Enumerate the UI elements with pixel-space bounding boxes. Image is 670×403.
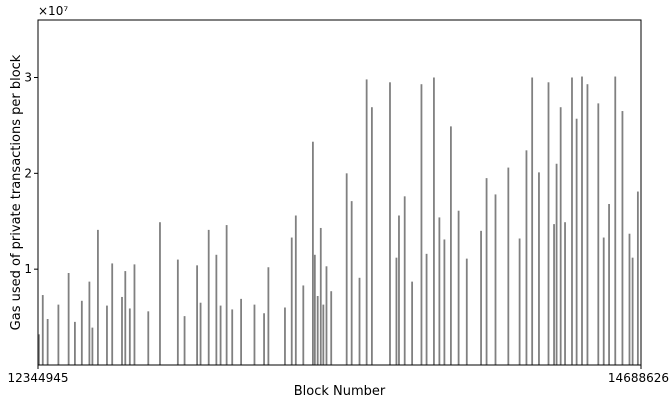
bar	[628, 233, 631, 365]
bar	[325, 266, 328, 365]
bar	[46, 319, 49, 365]
bar	[420, 84, 423, 365]
bar	[636, 191, 639, 365]
bar	[38, 334, 40, 365]
bar	[365, 79, 368, 366]
bar	[465, 258, 468, 365]
y-tick-label: 3	[24, 71, 32, 85]
y-axis-offset-label: ×10⁷	[38, 4, 68, 18]
bar	[319, 227, 322, 365]
bar	[553, 224, 555, 365]
bar	[531, 77, 534, 365]
bar	[547, 82, 550, 366]
y-axis-ticks: 1 2 3	[24, 71, 38, 276]
bar	[74, 321, 76, 365]
x-axis-label: Block Number	[294, 384, 386, 399]
bar	[196, 265, 198, 365]
bar	[183, 316, 186, 365]
bar	[411, 281, 414, 365]
bar	[438, 217, 441, 365]
bar	[322, 304, 325, 365]
bar	[290, 237, 293, 365]
bar	[231, 309, 234, 365]
bar	[316, 296, 319, 365]
bars	[38, 76, 639, 366]
bar	[389, 82, 391, 366]
bar	[267, 267, 270, 365]
y-tick-label: 1	[24, 262, 32, 276]
bar	[215, 254, 218, 365]
y-axis-label: Gas used of private transactions per blo…	[9, 54, 24, 330]
bar	[128, 308, 131, 365]
bar	[571, 77, 573, 365]
bar	[559, 107, 562, 365]
bar	[121, 296, 123, 365]
bar	[614, 76, 617, 366]
bar	[294, 215, 297, 365]
bar	[555, 163, 558, 365]
bar	[485, 178, 488, 365]
bar	[425, 253, 428, 365]
bar	[350, 201, 353, 365]
bar	[313, 254, 316, 365]
bar	[312, 141, 314, 365]
x-tick-label: 12344945	[7, 371, 68, 385]
bar	[91, 327, 94, 365]
bar	[111, 263, 114, 365]
bar	[80, 300, 83, 365]
bar	[176, 259, 179, 365]
bar	[370, 107, 373, 365]
bar	[133, 264, 136, 365]
bar	[480, 230, 482, 365]
bar	[330, 291, 333, 365]
bar	[345, 173, 348, 365]
bar	[443, 239, 446, 365]
bar	[602, 237, 605, 365]
bar	[631, 257, 634, 365]
bar	[403, 196, 406, 365]
bar	[575, 118, 578, 365]
bar	[88, 281, 91, 365]
y-tick-label: 2	[24, 166, 32, 180]
bar	[450, 126, 452, 365]
bar	[240, 298, 242, 365]
bar	[263, 313, 265, 365]
bar	[398, 215, 400, 365]
bar	[525, 150, 528, 365]
bar	[358, 277, 361, 365]
bar	[621, 111, 624, 366]
bar	[586, 84, 589, 365]
bar	[67, 273, 70, 365]
bar	[581, 76, 583, 366]
bar	[219, 305, 222, 365]
bar	[597, 103, 600, 365]
bar	[253, 304, 256, 365]
bar	[41, 295, 44, 365]
bar	[225, 225, 228, 365]
bar	[159, 222, 161, 365]
x-tick-label: 14688626	[608, 371, 669, 385]
bar	[433, 77, 435, 365]
x-axis-ticks: 12344945 14688626	[7, 365, 669, 385]
bar	[106, 305, 108, 365]
bar	[207, 229, 210, 365]
bar	[538, 172, 540, 365]
plot-frame	[37, 19, 642, 366]
bar	[124, 271, 127, 365]
bar	[199, 302, 202, 365]
bar	[457, 210, 460, 365]
bar	[147, 311, 150, 365]
bar	[57, 304, 60, 365]
bar	[564, 222, 566, 365]
bar	[97, 229, 99, 365]
bar	[302, 285, 305, 365]
bar	[518, 238, 521, 365]
bar	[284, 307, 286, 365]
bar	[507, 167, 510, 365]
bar	[494, 194, 497, 365]
bar	[608, 204, 610, 365]
bar	[395, 257, 398, 365]
